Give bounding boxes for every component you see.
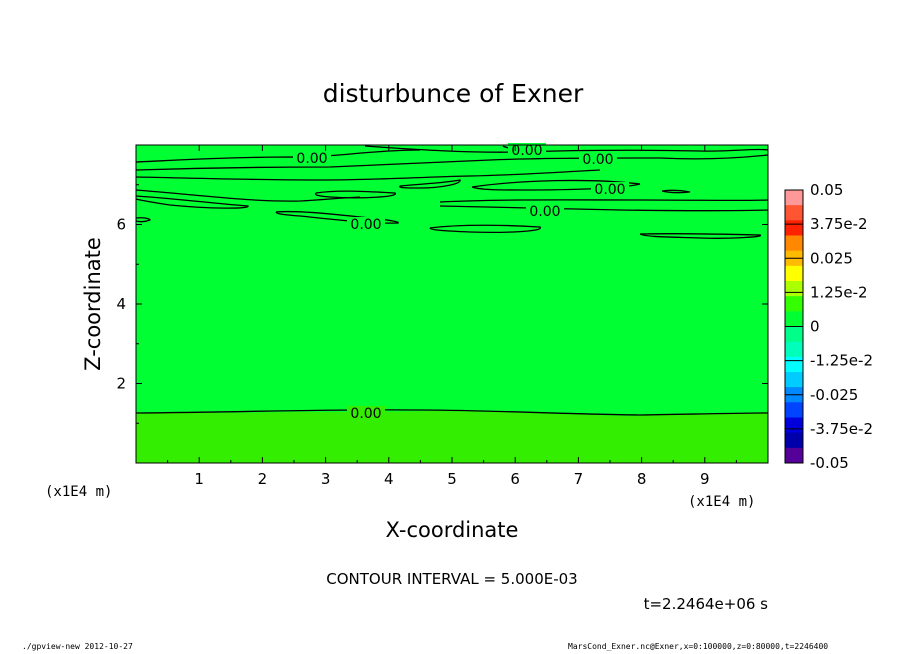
- colorbar-label: 1.25e-2: [810, 283, 868, 301]
- x-tick-label: 1: [194, 470, 204, 488]
- y-axis: 2 4 6: [116, 184, 768, 424]
- colorbar-segment: [785, 326, 803, 343]
- x-tick-label: 9: [700, 470, 710, 488]
- contour-line: [439, 205, 769, 212]
- colorbar-segment: [785, 447, 803, 464]
- contour-label-bg: [508, 143, 546, 157]
- colorbar-segment: [785, 281, 803, 297]
- colorbar-label: -0.05: [810, 454, 849, 472]
- time-label: t=2.2464e+06 s: [644, 595, 769, 613]
- plot-area: 0.00 0.00 0.00 0.00 0.00 0.00 0.00: [135, 143, 769, 464]
- contour-line: [135, 154, 769, 171]
- x-tick-label: 4: [384, 470, 394, 488]
- contour-line: [135, 169, 601, 181]
- chart-title: disturbunce of Exner: [323, 79, 584, 108]
- x-tick-label: 5: [447, 470, 457, 488]
- contour-label: 0.00: [529, 204, 560, 220]
- footer-left: ./gpview-new 2012-10-27: [22, 642, 133, 651]
- colorbar-segment: [785, 432, 803, 449]
- contour-line: [439, 199, 769, 203]
- contour-label-bg: [526, 204, 564, 218]
- contour-line: [135, 189, 361, 202]
- y-tick-label: 4: [116, 295, 126, 313]
- contour-label-bg: [347, 217, 385, 231]
- contour-label: 0.00: [511, 143, 542, 159]
- contour-line: [135, 217, 151, 223]
- colorbar-segment: [785, 190, 803, 206]
- contour-label-bg: [347, 406, 385, 420]
- colorbar-label: -1.25e-2: [810, 352, 873, 370]
- contour-line: [429, 224, 541, 233]
- contour-lines: 0.00 0.00 0.00 0.00 0.00 0.00 0.00: [135, 143, 769, 422]
- field-fill-upper: [136, 145, 768, 416]
- contour-line: [135, 409, 769, 416]
- x-unit-right: (x1E4 m): [688, 494, 755, 510]
- colorbar-label: 0.025: [810, 249, 853, 267]
- contour-label-bg: [591, 182, 629, 196]
- footer-right: MarsCond_Exner.nc@Exner,x=0:100000,z=0:8…: [568, 642, 829, 651]
- contour-label: 0.00: [350, 406, 381, 422]
- contour-line: [661, 189, 691, 194]
- x-axis-label: X-coordinate: [386, 518, 519, 542]
- contour-line: [275, 210, 399, 224]
- colorbar-segment: [785, 265, 803, 282]
- colorbar-segment: [785, 311, 803, 327]
- x-tick-label: 7: [574, 470, 584, 488]
- y-tick-label: 6: [116, 216, 126, 234]
- contour-line: [639, 232, 761, 239]
- colorbar-segment: [785, 296, 803, 312]
- colorbar-segment: [785, 220, 803, 236]
- colorbar: 0.05 3.75e-2 0.025 1.25e-2 0 -1.25e-2 -0.025 -3…: [784, 181, 873, 472]
- colorbar-label: -0.025: [810, 386, 858, 404]
- contour-line: [364, 145, 769, 153]
- x-tick-label: 3: [321, 470, 331, 488]
- colorbar-segment: [785, 235, 803, 252]
- contour-label: 0.00: [582, 152, 613, 168]
- colorbar-segment: [785, 341, 803, 358]
- x-tick-label: 8: [637, 470, 647, 488]
- colorbar-label: 3.75e-2: [810, 215, 868, 233]
- x-axis: 1 2 3 4 5 6 7 8 9: [167, 145, 737, 488]
- contour-interval: CONTOUR INTERVAL = 5.000E-03: [326, 570, 577, 588]
- colorbar-label: 0: [810, 318, 820, 336]
- y-axis-label: Z-coordinate: [81, 237, 105, 371]
- colorbar-segment: [785, 417, 803, 434]
- contour-line: [135, 195, 249, 209]
- contour-label: 0.00: [594, 182, 625, 198]
- colorbar-segment: [785, 372, 803, 388]
- colorbar-label: 0.05: [810, 181, 843, 199]
- contour-label: 0.00: [350, 217, 381, 233]
- contour-chart: disturbunce of Exner 0.000.000.000.000.0…: [45, 79, 873, 613]
- contour-label: 0.00: [296, 151, 327, 167]
- contour-line: [135, 149, 421, 163]
- y-tick-label: 2: [116, 375, 126, 393]
- contour-line: [314, 190, 396, 199]
- colorbar-label: -3.75e-2: [810, 420, 873, 438]
- x-tick-label: 2: [258, 470, 268, 488]
- contour-line: [399, 179, 461, 189]
- colorbar-segment: [785, 205, 803, 221]
- contour-label-bg: [579, 152, 617, 166]
- colorbar-segment: [785, 402, 803, 418]
- x-tick-label: 6: [510, 470, 520, 488]
- x-unit-left: (x1E4 m): [45, 484, 112, 500]
- contour-label-bg: [293, 151, 331, 165]
- colorbar-segment: [785, 356, 803, 373]
